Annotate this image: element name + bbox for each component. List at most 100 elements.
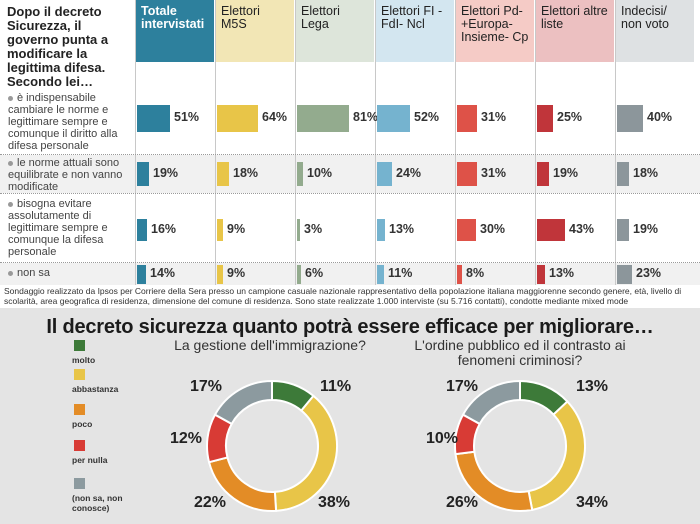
row-band <box>0 88 700 154</box>
legend-label: poco <box>72 419 93 429</box>
bar <box>297 162 303 186</box>
bar-value-label: 81% <box>353 110 379 124</box>
row-label: è indispensabile cambiare le norme e leg… <box>8 92 132 152</box>
bar-value-label: 14% <box>150 266 176 280</box>
bar-value-label: 6% <box>305 266 324 280</box>
bar <box>217 264 223 284</box>
column-divider <box>375 0 376 285</box>
bar <box>457 104 477 132</box>
row-label: le norme attuali sono equilibrate e non … <box>8 157 132 193</box>
row-band <box>0 194 700 262</box>
bullet-icon <box>8 160 13 166</box>
column-divider <box>295 0 296 285</box>
row-divider <box>0 262 700 263</box>
legend-swatch <box>74 404 85 415</box>
efficacy-panel <box>0 308 700 524</box>
bar-value-label: 19% <box>153 166 179 180</box>
donut-value-label: 38% <box>318 494 351 511</box>
bar-value-label: 40% <box>647 110 673 124</box>
bar-value-label: 31% <box>481 110 507 124</box>
bar <box>617 264 632 284</box>
bar-value-label: 8% <box>466 266 485 280</box>
bar <box>217 162 229 186</box>
bar <box>537 219 565 241</box>
bar-value-label: 25% <box>557 110 583 124</box>
bar-value-label: 18% <box>633 166 659 180</box>
bar-value-label: 13% <box>389 222 415 236</box>
column-header: Elettori Pd- +Europa- Insieme- Cp <box>456 0 534 62</box>
row-band <box>0 155 700 193</box>
bar <box>537 162 549 186</box>
bar-value-label: 3% <box>304 222 323 236</box>
bar-value-label: 43% <box>569 222 595 236</box>
column-divider <box>215 0 216 285</box>
bar-value-label: 64% <box>262 110 288 124</box>
bar-value-label: 11% <box>388 266 413 280</box>
bar-value-label: 13% <box>549 266 575 280</box>
bar-value-label: 30% <box>480 222 506 236</box>
bar <box>297 264 301 284</box>
donut-value-label: 26% <box>446 494 479 511</box>
row-divider <box>0 193 700 194</box>
bar-value-label: 16% <box>151 222 177 236</box>
row-label-text: bisogna evitare assolutamente di legitti… <box>8 198 108 258</box>
legend-label: per nulla <box>72 455 108 465</box>
bullet-icon <box>8 201 13 207</box>
legend-swatch <box>74 369 85 380</box>
poll-table: Dopo il decreto Sicurezza, il governo pu… <box>0 0 700 285</box>
bar-value-label: 18% <box>233 166 259 180</box>
poll-question: Dopo il decreto Sicurezza, il governo pu… <box>7 4 109 89</box>
bar-value-label: 9% <box>227 266 246 280</box>
bar-value-label: 23% <box>636 266 662 280</box>
bar <box>297 104 349 132</box>
donut-slice <box>213 379 273 426</box>
donut-value-label: 10% <box>426 430 459 447</box>
efficacy-title: Il decreto sicurezza quanto potrà essere… <box>46 316 654 338</box>
donut-value-label: 17% <box>190 378 223 395</box>
donut-value-label: 12% <box>170 430 203 447</box>
donut-value-label: 22% <box>194 494 227 511</box>
bullet-icon <box>8 95 13 101</box>
bar-value-label: 10% <box>307 166 333 180</box>
row-band <box>0 263 700 285</box>
bar <box>137 219 147 241</box>
donut-subtitle: La gestione dell'immigrazione? <box>174 337 366 353</box>
column-header: Elettori Lega <box>296 0 374 62</box>
column-divider <box>535 0 536 285</box>
donut-value-label: 34% <box>576 494 609 511</box>
bar <box>537 264 545 284</box>
bar <box>297 219 300 241</box>
bar-value-label: 9% <box>227 222 246 236</box>
column-divider <box>135 0 136 285</box>
bar-value-label: 31% <box>481 166 507 180</box>
bar <box>377 264 384 284</box>
bar <box>137 104 170 132</box>
column-header: Elettori FI -FdI- Ncl <box>376 0 454 62</box>
bar-value-label: 51% <box>174 110 200 124</box>
bar <box>537 104 553 132</box>
column-header: Indecisi/ non voto <box>616 0 694 62</box>
donut-slice <box>461 379 521 426</box>
legend-swatch <box>74 478 85 489</box>
row-label-text: è indispensabile cambiare le norme e leg… <box>8 92 118 152</box>
bar-value-label: 24% <box>396 166 422 180</box>
column-divider <box>615 0 616 285</box>
bar <box>457 219 476 241</box>
row-label: non sa <box>8 267 132 279</box>
bar-value-label: 19% <box>633 222 659 236</box>
column-header: Elettori M5S <box>216 0 294 62</box>
row-label-text: le norme attuali sono equilibrate e non … <box>8 157 123 193</box>
legend-swatch <box>74 440 85 451</box>
bar <box>217 104 258 132</box>
donut-chart <box>454 379 586 512</box>
legend-label: molto <box>72 355 96 365</box>
donut-subtitle: L'ordine pubblico ed il contrasto ai fen… <box>414 337 626 368</box>
donut-chart <box>206 379 338 512</box>
bar <box>137 264 146 284</box>
legend-label: (non sa, non conosce) <box>72 493 123 513</box>
row-divider <box>0 154 700 155</box>
bar <box>217 219 223 241</box>
bar <box>377 219 385 241</box>
legend-swatch <box>74 340 85 351</box>
legend-label: abbastanza <box>72 384 119 394</box>
